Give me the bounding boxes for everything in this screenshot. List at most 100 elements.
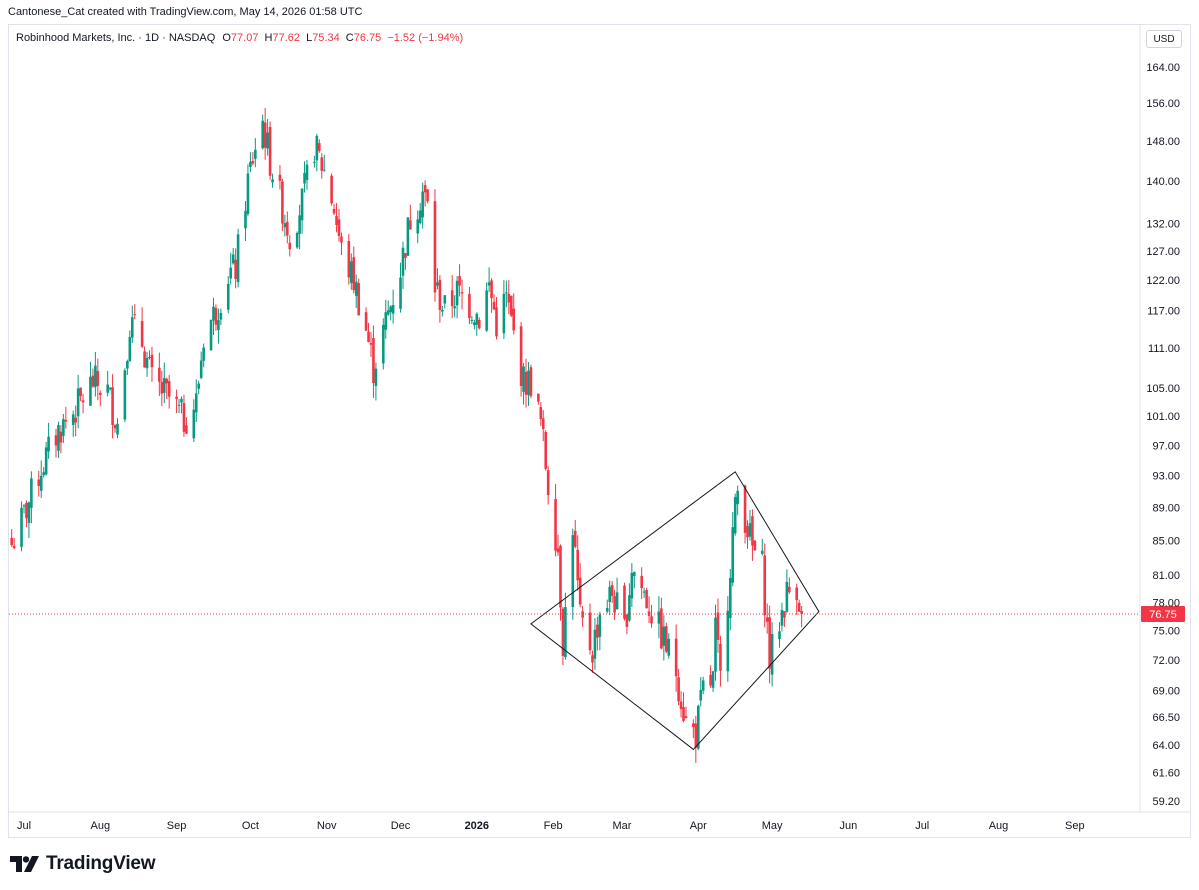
candle-body xyxy=(271,179,274,183)
candle-body xyxy=(401,247,405,276)
currency-button[interactable]: USD xyxy=(1146,30,1182,48)
brand-name: TradingView xyxy=(46,853,156,874)
candle-body xyxy=(108,387,112,390)
time-tick-label: Jul xyxy=(17,820,31,832)
candle-body xyxy=(460,292,464,294)
candle-body xyxy=(642,591,646,593)
time-tick-label: Aug xyxy=(989,820,1009,832)
time-axis: Jul Aug Sep Oct Nov Dec 2026 Feb Mar Apr May Jun Jul… xyxy=(17,820,1085,832)
candle-body xyxy=(140,321,144,347)
candle-body xyxy=(645,589,648,609)
candle-body xyxy=(364,312,368,331)
brand-logo[interactable]: TradingView xyxy=(10,852,156,876)
candle-body xyxy=(283,223,287,228)
candle-body xyxy=(733,497,737,534)
candle-body xyxy=(763,555,767,616)
candle-body xyxy=(436,282,439,286)
candle-body xyxy=(623,585,626,619)
candle-body xyxy=(386,310,390,315)
time-tick-label: Sep xyxy=(1065,820,1085,832)
time-tick-label: 2026 xyxy=(465,820,489,832)
candle-body xyxy=(320,157,324,171)
candle-body xyxy=(335,216,338,225)
candle-body xyxy=(524,371,528,395)
candle-body xyxy=(389,306,392,313)
candle-body xyxy=(62,419,65,436)
candle-body xyxy=(667,638,671,656)
candle-body xyxy=(760,550,764,555)
low-value: 75.34 xyxy=(312,32,340,44)
close-value: 76.75 xyxy=(353,32,382,44)
candle-body xyxy=(699,689,703,701)
candle-body xyxy=(165,378,169,384)
price-tick-label: 89.00 xyxy=(1152,502,1180,514)
open-label: O xyxy=(222,32,231,44)
candle-body xyxy=(281,181,284,224)
candle-body xyxy=(485,290,488,331)
price-tick-label: 132.00 xyxy=(1146,218,1180,230)
candle-body xyxy=(674,638,678,677)
candle-body xyxy=(788,586,791,593)
candle-body xyxy=(433,201,437,293)
chart-frame[interactable] xyxy=(8,24,1191,838)
candle-body xyxy=(421,191,424,218)
candle-body xyxy=(578,577,582,605)
candle-body xyxy=(229,267,233,279)
candle-body xyxy=(748,523,752,537)
candle-body xyxy=(650,616,653,624)
candle-body xyxy=(91,375,95,387)
candle-body xyxy=(423,185,427,193)
candle-body xyxy=(145,357,149,369)
candle-body xyxy=(571,535,575,607)
candle-body xyxy=(22,505,26,507)
candle-body xyxy=(123,370,127,420)
candle-body xyxy=(305,164,309,181)
price-tick-label: 156.00 xyxy=(1146,98,1180,110)
candle-body xyxy=(591,655,594,663)
candle-body xyxy=(770,633,774,675)
candle-body xyxy=(527,370,530,396)
candle-body xyxy=(113,425,117,429)
time-tick-label: Jul xyxy=(915,820,929,832)
diamond-pattern xyxy=(530,471,820,751)
candle-body xyxy=(512,308,516,331)
candle-body xyxy=(647,611,651,616)
candle-body xyxy=(426,189,429,202)
candle-body xyxy=(231,254,235,264)
candle-series xyxy=(10,108,803,763)
candle-body xyxy=(404,253,407,258)
time-tick-label: Feb xyxy=(544,820,563,832)
candle-body xyxy=(81,400,85,403)
candle-body xyxy=(561,608,565,656)
candle-body xyxy=(554,499,557,551)
candle-body xyxy=(64,420,68,422)
candle-body xyxy=(443,295,447,304)
candle-body xyxy=(332,208,336,214)
candle-body xyxy=(509,295,513,316)
candle-body xyxy=(598,614,602,637)
candle-body xyxy=(701,680,705,691)
candle-body xyxy=(473,322,476,326)
candle-body xyxy=(322,169,326,171)
candle-body xyxy=(625,614,629,627)
last-price-badge xyxy=(1141,605,1185,622)
candle-body xyxy=(217,320,220,331)
price-axis: 164.00 156.00 148.00 140.00 132.00 127.00 122.… xyxy=(1146,62,1180,808)
candle-body xyxy=(185,425,188,434)
candle-body xyxy=(660,608,663,649)
candle-body xyxy=(350,261,353,284)
price-tick-label: 111.00 xyxy=(1148,343,1180,355)
candle-body xyxy=(74,417,77,423)
candle-body xyxy=(251,160,255,164)
candle-body xyxy=(539,407,543,420)
candle-body xyxy=(615,592,619,610)
candle-body xyxy=(42,472,45,476)
candle-body xyxy=(694,723,698,748)
price-tick-label: 61.60 xyxy=(1152,767,1180,779)
attribution-text: Cantonese_Cat created with TradingView.c… xyxy=(8,6,363,18)
candle-body xyxy=(399,277,402,309)
candle-body xyxy=(367,331,370,343)
candle-body xyxy=(657,611,661,624)
candle-body xyxy=(37,479,41,486)
